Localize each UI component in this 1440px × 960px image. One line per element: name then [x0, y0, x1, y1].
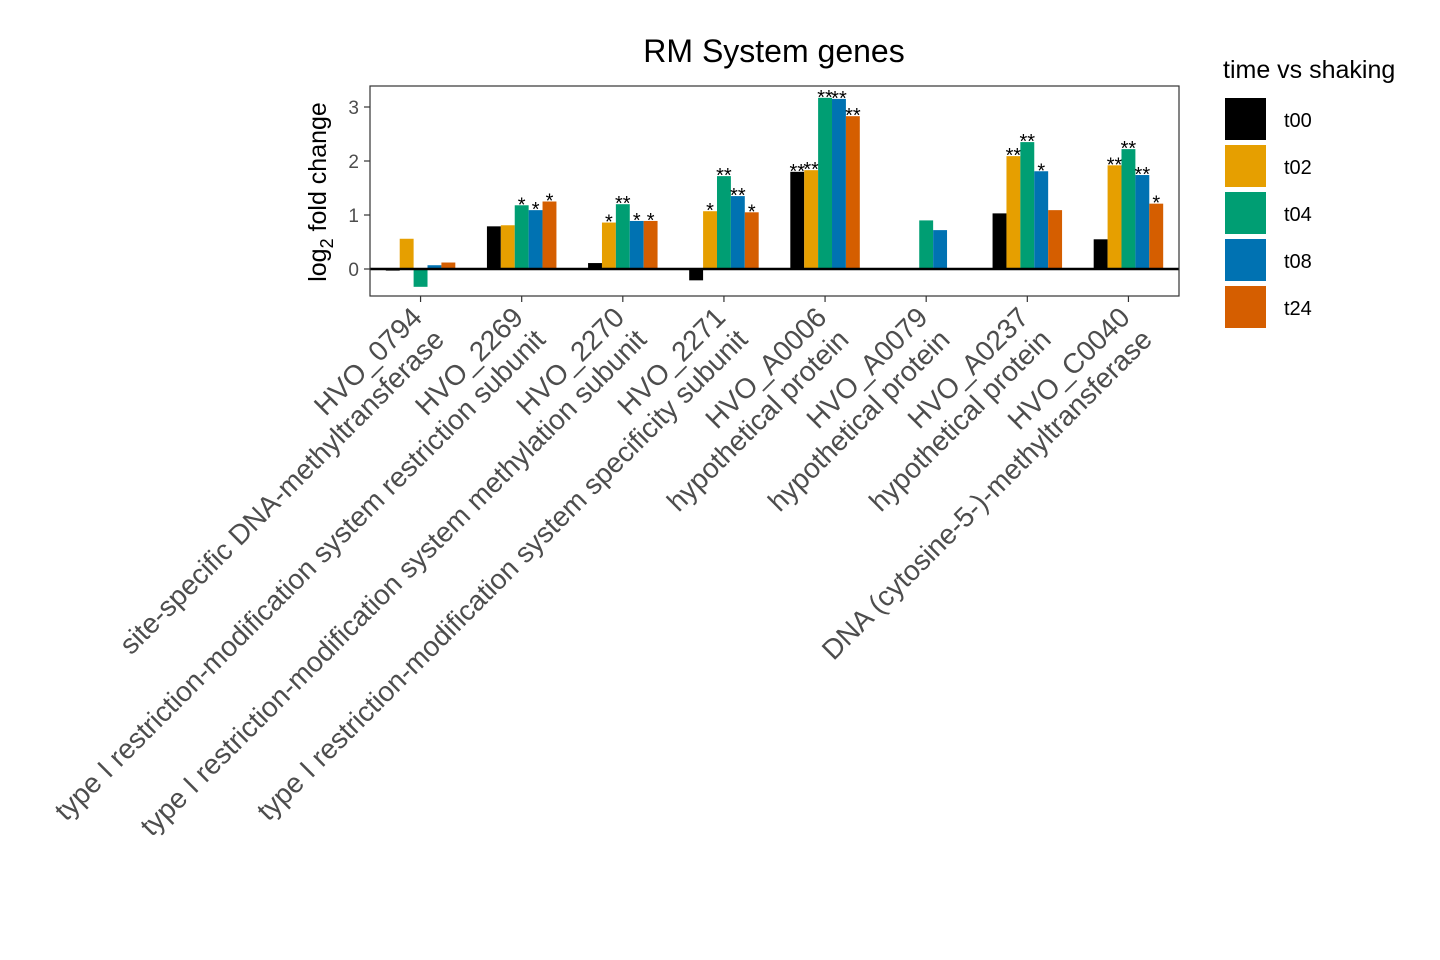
legend-label: t24 — [1284, 298, 1312, 320]
significance-label: * — [1152, 193, 1160, 215]
legend-swatch — [1225, 145, 1266, 187]
bar — [615, 204, 630, 269]
significance-label: ** — [1121, 138, 1137, 160]
significance-label: * — [546, 191, 554, 213]
significance-label: * — [1037, 160, 1045, 182]
y-tick-label: 1 — [348, 206, 359, 227]
bar — [730, 196, 745, 269]
bar — [1034, 171, 1049, 269]
y-tick-label: 2 — [348, 152, 359, 173]
significance-label: * — [748, 201, 756, 223]
significance-label: ** — [730, 185, 746, 207]
bar — [845, 116, 860, 270]
legend-swatch — [1225, 98, 1266, 140]
y-tick-label: 3 — [348, 98, 359, 119]
significance-label: ** — [615, 193, 631, 215]
bar — [992, 213, 1007, 269]
bar — [1020, 142, 1035, 269]
bar — [790, 171, 805, 269]
bar — [629, 220, 644, 269]
significance-label: * — [647, 210, 655, 232]
significance-label: * — [605, 212, 613, 234]
bar — [744, 212, 759, 269]
bar — [413, 269, 428, 287]
chart-title: RM System genes — [643, 33, 904, 69]
significance-label: * — [518, 194, 526, 216]
legend-swatch — [1225, 286, 1266, 328]
bar — [441, 262, 456, 269]
bar — [486, 226, 501, 269]
bar — [1121, 149, 1136, 269]
bar — [818, 97, 833, 269]
significance-label: ** — [845, 105, 861, 127]
significance-label: * — [633, 210, 641, 232]
bar — [804, 170, 819, 269]
bar — [399, 238, 414, 269]
significance-label: ** — [716, 165, 732, 187]
significance-label: ** — [1020, 131, 1036, 153]
legend: time vs shaking t00 t02 t04 t08 t24 — [1223, 56, 1395, 328]
bar — [1048, 210, 1063, 269]
y-tick-label: 0 — [348, 260, 359, 281]
legend-label: t04 — [1284, 204, 1312, 226]
bar — [514, 205, 529, 269]
bar — [500, 225, 515, 269]
plot-border — [369, 85, 1180, 297]
significance-label: ** — [831, 88, 847, 110]
significance-label: ** — [1006, 145, 1022, 167]
legend-label: t00 — [1284, 110, 1312, 132]
bar — [588, 263, 602, 269]
significance-label: ** — [789, 161, 805, 183]
bar — [703, 211, 717, 269]
bar — [1107, 165, 1122, 269]
bar — [542, 201, 557, 269]
bar — [1093, 239, 1108, 269]
legend-title: time vs shaking — [1223, 56, 1395, 84]
bar — [689, 269, 704, 281]
significance-label: ** — [817, 87, 833, 109]
bar — [1149, 203, 1164, 269]
significance-label: * — [706, 200, 714, 222]
legend-label: t02 — [1284, 157, 1312, 179]
significance-label: * — [532, 199, 540, 221]
bar — [1006, 156, 1021, 269]
bar — [716, 176, 731, 269]
legend-label: t08 — [1284, 251, 1312, 273]
legend-swatch — [1225, 192, 1266, 234]
bar — [601, 222, 616, 269]
significance-label: ** — [803, 159, 819, 181]
bar — [919, 220, 934, 269]
bar — [528, 210, 543, 269]
bar — [832, 98, 846, 270]
bar — [933, 230, 948, 269]
y-axis-label: log2 fold change — [304, 102, 337, 282]
significance-label: ** — [1107, 154, 1123, 176]
x-tick-label: HVO_2269type I restriction-modification … — [26, 301, 551, 826]
x-tick-label-desc: type I restriction-modification system r… — [48, 323, 551, 826]
legend-swatch — [1225, 239, 1266, 281]
bar — [643, 220, 658, 269]
significance-label: ** — [1135, 164, 1151, 186]
bar — [1135, 175, 1150, 269]
bar — [427, 265, 442, 269]
